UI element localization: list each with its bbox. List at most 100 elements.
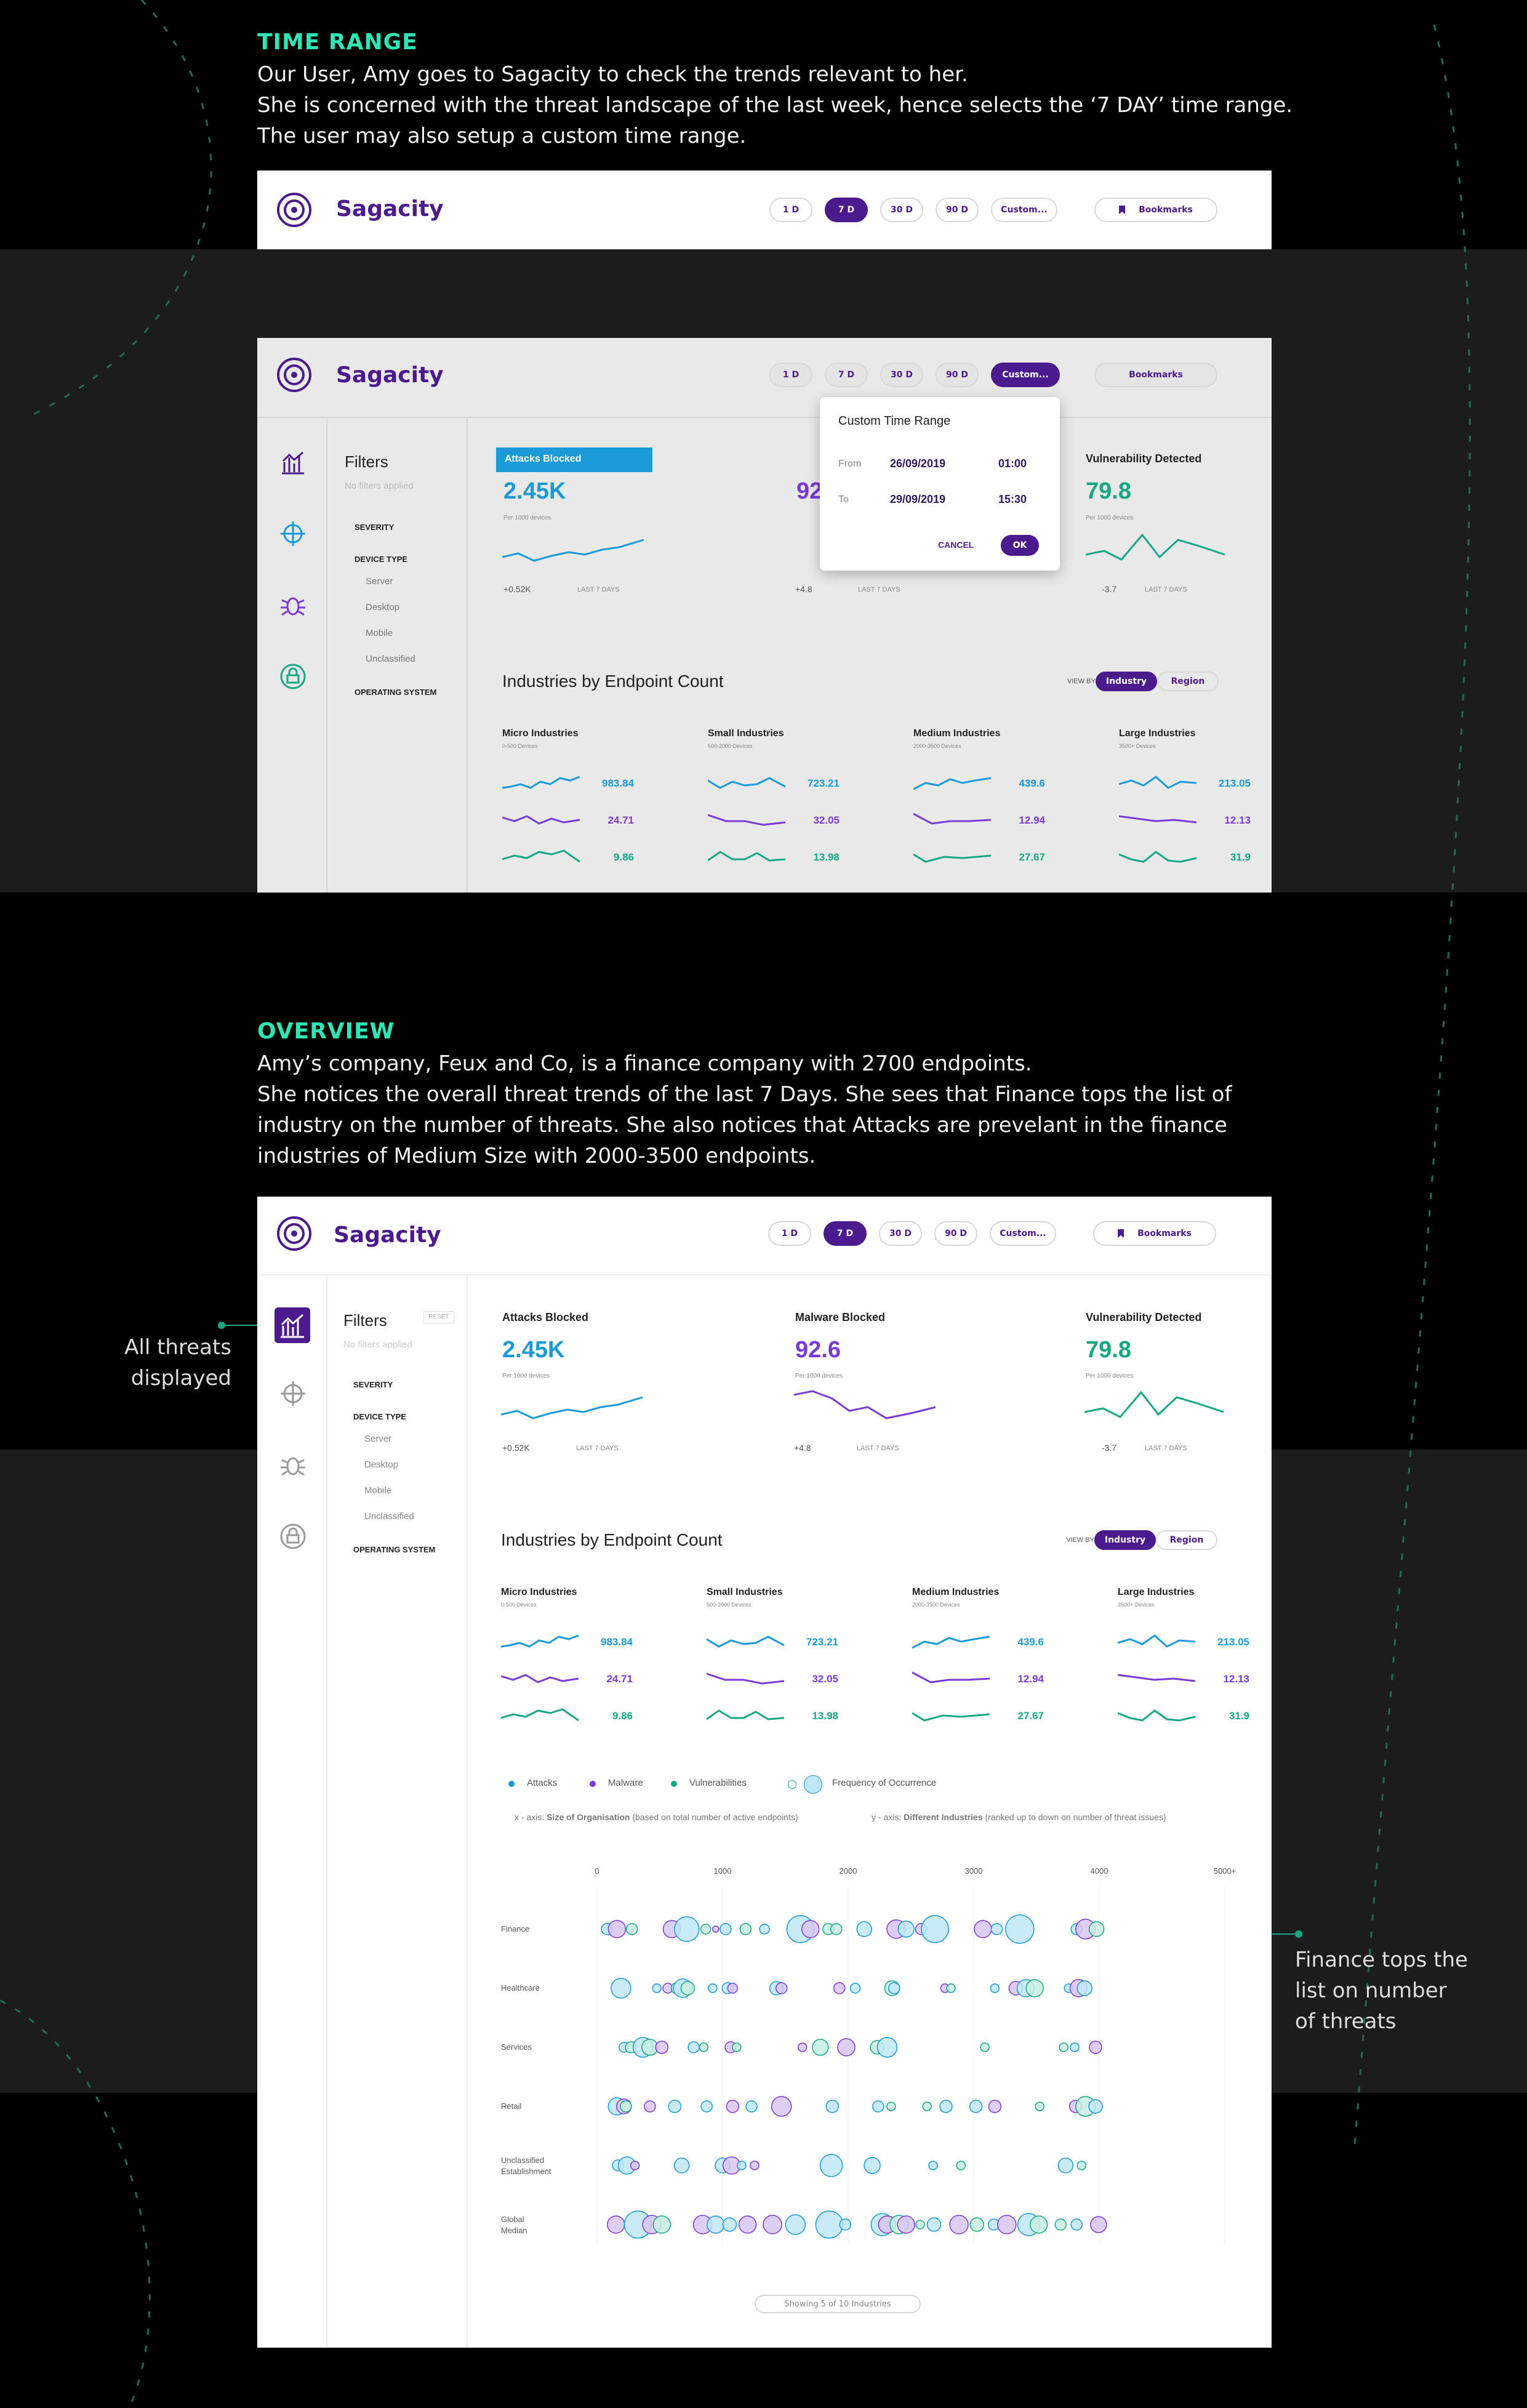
attack-bubble[interactable] (673, 2157, 690, 2173)
vulnerability-bubble[interactable] (1035, 2101, 1045, 2111)
attack-bubble[interactable] (990, 1923, 1003, 1935)
attack-bubble[interactable] (785, 2214, 806, 2235)
filter-option[interactable]: Desktop (366, 602, 400, 612)
vulnerability-bubble[interactable] (732, 2042, 742, 2052)
attack-bubble[interactable] (708, 1983, 718, 1993)
crosshair-icon[interactable] (279, 520, 307, 547)
malware-bubble[interactable] (630, 2161, 640, 2170)
attack-bubble[interactable] (928, 2161, 938, 2170)
attack-bubble[interactable] (611, 1978, 631, 1999)
bookmarks-button[interactable]: Bookmarks (1094, 363, 1217, 387)
range-7d-button[interactable]: 7 D (824, 1221, 867, 1246)
filter-option[interactable]: Desktop (364, 1459, 399, 1470)
malware-bubble[interactable] (771, 2096, 792, 2117)
vulnerability-bubble[interactable] (625, 1923, 638, 1935)
attack-bubble[interactable] (722, 2217, 737, 2232)
malware-bubble[interactable] (997, 2215, 1017, 2234)
vulnerability-bubble[interactable] (1059, 2042, 1068, 2052)
vulnerability-bubble[interactable] (956, 2161, 966, 2170)
attack-bubble[interactable] (921, 1915, 949, 1943)
cancel-button[interactable]: CANCEL (938, 540, 974, 550)
attacks-blocked-selected[interactable]: Attacks Blocked (496, 447, 652, 472)
attack-bubble[interactable] (668, 2100, 682, 2113)
attack-bubble[interactable] (652, 1983, 662, 1993)
filter-option[interactable]: Mobile (366, 628, 393, 638)
range-90d-button[interactable]: 90 D (934, 1221, 977, 1246)
attack-bubble[interactable] (745, 2100, 758, 2113)
industry-toggle[interactable]: Industry (1094, 1530, 1156, 1550)
attack-bubble[interactable] (839, 2218, 852, 2231)
vulnerability-bubble[interactable] (922, 2101, 932, 2111)
malware-bubble[interactable] (607, 1920, 627, 1938)
vulnerability-bubble[interactable] (1029, 2215, 1048, 2234)
attack-bubble[interactable] (674, 1916, 700, 1942)
filter-device-type[interactable]: DEVICE TYPE (355, 555, 407, 564)
attack-bubble[interactable] (707, 2215, 725, 2234)
bug-icon[interactable] (279, 1451, 307, 1479)
malware-bubble[interactable] (797, 2042, 808, 2052)
malware-bubble[interactable] (988, 2100, 1002, 2113)
vulnerability-bubble[interactable] (830, 1923, 843, 1935)
filter-device-type[interactable]: DEVICE TYPE (353, 1412, 406, 1421)
attack-bubble[interactable] (939, 2100, 953, 2113)
vulnerability-bubble[interactable] (1076, 2161, 1087, 2170)
attack-bubble[interactable] (1005, 1914, 1035, 1944)
attack-bubble[interactable] (1070, 2218, 1083, 2231)
malware-bubble[interactable] (726, 2100, 740, 2113)
filter-option[interactable]: Server (364, 1434, 392, 1444)
malware-bubble[interactable] (1089, 2041, 1102, 2054)
malware-bubble[interactable] (837, 2038, 856, 2057)
malware-bubble[interactable] (763, 2215, 782, 2234)
attack-bubble[interactable] (969, 2100, 983, 2113)
range-7d-button[interactable]: 7 D (825, 198, 868, 222)
attack-bubble[interactable] (990, 1983, 1000, 1993)
crosshair-icon[interactable] (279, 1380, 307, 1407)
range-30d-button[interactable]: 30 D (880, 363, 923, 387)
range-90d-button[interactable]: 90 D (936, 198, 979, 222)
vulnerability-bubble[interactable] (1054, 2218, 1067, 2231)
malware-bubble[interactable] (644, 2100, 656, 2113)
attack-bubble[interactable] (700, 2100, 713, 2113)
filter-os[interactable]: OPERATING SYSTEM (355, 688, 437, 697)
reset-filters-button[interactable]: RESET (423, 1311, 454, 1323)
bug-icon[interactable] (279, 592, 307, 619)
vulnerability-bubble[interactable] (946, 1983, 956, 1993)
filter-option[interactable]: Mobile (364, 1485, 392, 1496)
lock-icon[interactable] (279, 1523, 307, 1550)
attack-bubble[interactable] (1088, 2099, 1103, 2114)
filter-os[interactable]: OPERATING SYSTEM (353, 1545, 436, 1554)
range-custom-button[interactable]: Custom... (990, 1221, 1056, 1246)
filter-severity[interactable]: SEVERITY (355, 523, 395, 532)
range-30d-button[interactable]: 30 D (880, 198, 923, 222)
vulnerability-bubble[interactable] (915, 2220, 925, 2229)
vulnerability-bubble[interactable] (739, 1923, 752, 1935)
malware-bubble[interactable] (833, 1982, 846, 1994)
malware-bubble[interactable] (655, 2041, 669, 2054)
attack-bubble[interactable] (872, 2100, 884, 2113)
vulnerability-bubble[interactable] (699, 2042, 709, 2052)
attack-bubble[interactable] (759, 1924, 770, 1935)
attack-bubble[interactable] (856, 1921, 872, 1937)
range-1d-button[interactable]: 1 D (768, 1221, 811, 1246)
range-1d-button[interactable]: 1 D (769, 363, 812, 387)
attack-bubble[interactable] (825, 2100, 840, 2113)
nav-all-threats[interactable] (275, 1307, 310, 1343)
ok-button[interactable]: OK (1001, 535, 1039, 556)
attack-bubble[interactable] (864, 2157, 881, 2174)
range-custom-button[interactable]: Custom... (991, 198, 1057, 222)
malware-bubble[interactable] (897, 2215, 915, 2234)
filter-option[interactable]: Unclassified (366, 654, 415, 664)
vulnerability-bubble[interactable] (652, 2215, 671, 2234)
lock-icon[interactable] (279, 663, 307, 690)
range-7d-button[interactable]: 7 D (825, 363, 868, 387)
attack-bubble[interactable] (876, 2037, 898, 2058)
vulnerability-bubble[interactable] (700, 1924, 711, 1935)
vulnerability-bubble[interactable] (969, 2217, 984, 2232)
range-90d-button[interactable]: 90 D (936, 363, 979, 387)
malware-bubble[interactable] (738, 2215, 757, 2234)
from-time-input[interactable]: 01:00 (998, 457, 1027, 470)
attack-bubble[interactable] (926, 2217, 942, 2232)
vulnerability-bubble[interactable] (1025, 1979, 1044, 1997)
vulnerability-bubble[interactable] (680, 1981, 695, 1996)
attack-bubble[interactable] (819, 2154, 843, 2177)
